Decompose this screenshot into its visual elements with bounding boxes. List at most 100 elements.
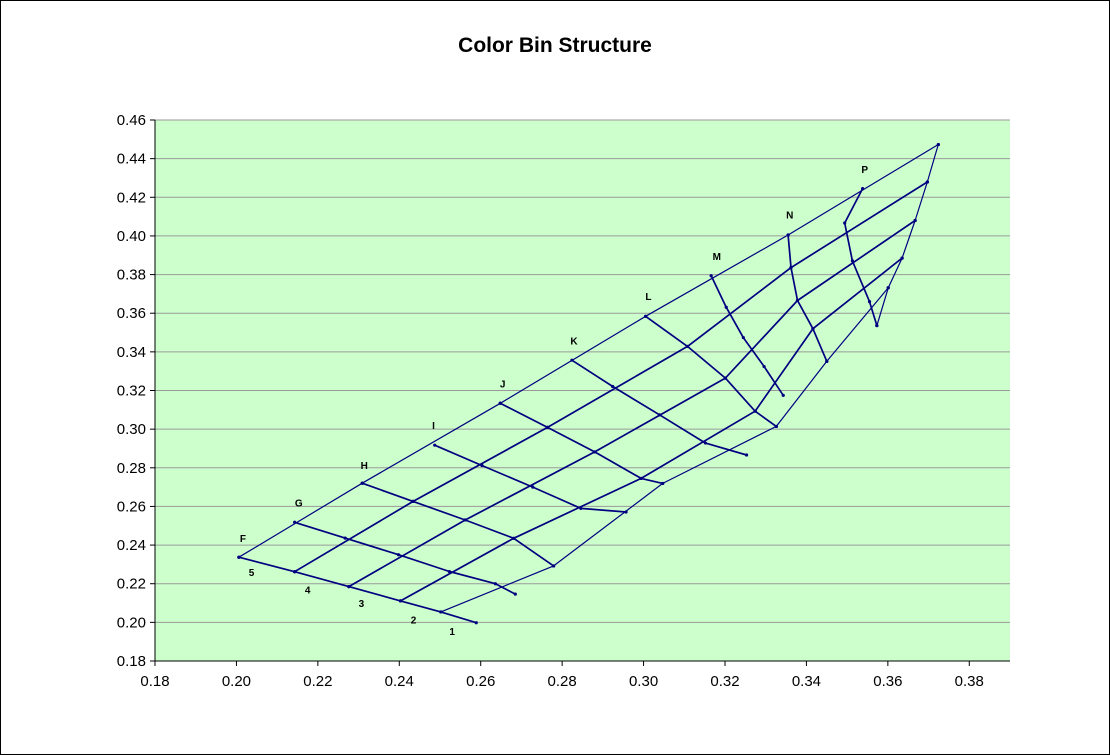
x-tick-label: 0.20	[222, 673, 251, 690]
data-point	[774, 424, 778, 429]
data-point	[551, 564, 556, 568]
data-point	[513, 592, 517, 596]
bin-label-F: F	[240, 534, 246, 545]
data-point	[762, 364, 766, 369]
series-line-P-outer	[876, 144, 939, 326]
y-tick-label: 0.46	[117, 112, 146, 129]
x-tick-label: 0.28	[548, 673, 577, 690]
data-point	[611, 384, 615, 389]
data-point	[293, 570, 297, 574]
x-tick-label: 0.22	[303, 673, 332, 690]
data-point	[867, 300, 872, 304]
data-point	[347, 585, 351, 589]
data-point	[531, 485, 535, 489]
y-tick-label: 0.22	[117, 576, 146, 593]
data-point	[825, 359, 829, 363]
y-tick-label: 0.42	[117, 189, 146, 206]
bin-label-N: N	[786, 211, 793, 222]
data-point	[498, 401, 502, 405]
data-point	[433, 443, 437, 447]
bin-label-L: L	[645, 292, 651, 303]
x-tick-label: 0.38	[955, 673, 984, 690]
data-point	[463, 518, 467, 522]
data-point	[447, 569, 451, 574]
data-point	[439, 610, 443, 614]
y-tick-label: 0.26	[117, 498, 146, 515]
data-point	[411, 499, 415, 504]
data-point	[744, 453, 749, 457]
series-lines	[237, 142, 940, 625]
data-point	[795, 298, 800, 303]
x-tick-label: 0.36	[873, 673, 902, 690]
y-tick-label: 0.36	[117, 305, 146, 322]
series-line-3	[348, 219, 916, 588]
y-tick-label: 0.40	[117, 228, 146, 245]
data-point	[512, 536, 516, 540]
data-point	[493, 582, 497, 586]
y-tick-label: 0.34	[117, 344, 146, 361]
data-point	[789, 266, 793, 270]
y-tick-label: 0.30	[117, 421, 146, 438]
bin-label-K: K	[570, 337, 578, 348]
data-point	[685, 344, 690, 349]
data-point	[781, 393, 785, 397]
data-point	[900, 256, 904, 260]
y-tick-label: 0.38	[117, 267, 146, 284]
series-line-4	[294, 181, 928, 573]
data-point	[343, 536, 347, 540]
series-line-1	[440, 287, 889, 613]
axes: 0.18 0.20 0.22 0.24 0.26 0.28 0.30 0.32 0.34 0.36…	[117, 112, 1010, 690]
bin-label-M: M	[713, 252, 721, 263]
data-point	[644, 314, 648, 318]
bin-label-1: 1	[449, 627, 455, 638]
y-tick-label: 0.32	[117, 383, 146, 400]
data-point	[703, 441, 708, 445]
y-tick-label: 0.24	[117, 537, 146, 554]
series-line-G	[294, 521, 516, 595]
y-tick-label: 0.18	[117, 653, 146, 670]
data-point	[661, 481, 665, 486]
x-tick-label: 0.32	[710, 673, 739, 690]
y-tick-label: 0.28	[117, 460, 146, 477]
data-point	[709, 274, 713, 278]
x-tick-label: 0.24	[385, 673, 414, 690]
chart-title: Color Bin Structure	[458, 34, 652, 57]
data-point	[786, 233, 790, 237]
data-point	[723, 376, 728, 380]
gridlines	[155, 119, 1010, 623]
bin-label-G: G	[295, 498, 303, 509]
data-point	[474, 621, 478, 625]
data-point	[843, 221, 847, 225]
series-line-2	[400, 257, 903, 602]
bin-label-3: 3	[359, 599, 365, 610]
data-point	[593, 450, 597, 454]
data-point	[741, 335, 745, 340]
x-tick-label: 0.26	[466, 673, 495, 690]
data-point	[545, 425, 550, 430]
bin-label-2: 2	[411, 615, 417, 626]
data-point	[360, 481, 364, 485]
bin-label-4: 4	[305, 585, 311, 596]
data-point	[237, 555, 241, 559]
data-point	[396, 553, 401, 557]
y-tick-label: 0.20	[117, 614, 146, 631]
bin-label-H: H	[361, 461, 368, 472]
data-point	[936, 142, 940, 147]
data-point	[398, 599, 403, 603]
data-point	[925, 180, 929, 184]
data-point	[875, 323, 879, 328]
bin-label-5: 5	[249, 568, 255, 579]
data-point	[913, 218, 917, 223]
bin-label-J: J	[500, 380, 506, 391]
data-point	[724, 305, 728, 309]
bin-labels: F G H I J K L M N P 5 4 3 2 1	[240, 165, 868, 638]
x-tick-label: 0.34	[792, 673, 821, 690]
bin-label-I: I	[432, 421, 435, 432]
data-point	[886, 286, 890, 290]
y-tick-label: 0.44	[117, 151, 146, 168]
x-tick-label: 0.30	[629, 673, 658, 690]
series-line-5	[238, 143, 939, 558]
x-tick-label: 0.18	[140, 673, 169, 690]
series-line-F	[238, 556, 477, 624]
